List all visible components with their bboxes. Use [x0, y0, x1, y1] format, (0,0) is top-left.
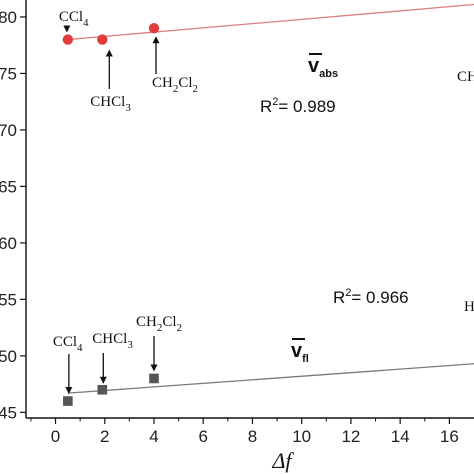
annotation-arrow-head	[150, 364, 158, 372]
x-tick-label: 12	[341, 427, 360, 446]
series-label: vfl	[291, 340, 309, 365]
solvent-label-clipped: H	[464, 299, 474, 315]
fit-lines	[67, 3, 474, 394]
x-tick-labels: 0 2 4 6 8 10 12 14 16	[51, 427, 459, 446]
y-tick-label: 50	[0, 347, 17, 366]
y-tick-label: 60	[0, 234, 17, 253]
annotation-arrow-head	[99, 376, 107, 384]
x-tick-label: 16	[440, 427, 459, 446]
y-tick-labels: 80 75 70 65 60 55 50 45	[0, 8, 17, 422]
data-point	[62, 34, 74, 45]
solvent-label: CCl4	[53, 334, 83, 354]
x-tick-label: 6	[198, 427, 207, 446]
series-label: vabs	[308, 55, 338, 80]
data-point	[97, 384, 108, 395]
y-tick-label: 65	[0, 177, 17, 196]
data-point	[97, 34, 108, 45]
series-labels: vabs R2= 0.989 vfl R2= 0.966	[260, 53, 409, 365]
y-tick-label: 55	[0, 290, 17, 309]
solvent-label-clipped: CH	[457, 69, 474, 85]
r-squared-label: R2= 0.989	[260, 96, 336, 116]
annotation-arrow-head	[65, 387, 73, 395]
y-tick-label: 45	[0, 403, 17, 422]
solvent-label: CHCl3	[92, 331, 133, 351]
solvent-label: CHCl3	[90, 94, 131, 114]
x-tick-label: 4	[149, 427, 158, 446]
fit-line	[67, 3, 474, 41]
data-points	[62, 23, 160, 406]
fit-line	[67, 363, 474, 394]
y-tick-label: 75	[0, 64, 17, 83]
annotation-arrow-head	[152, 36, 160, 44]
x-axis-label: Δf	[271, 448, 294, 473]
annotation-arrow-head	[63, 25, 71, 33]
x-tick-label: 8	[248, 427, 257, 446]
annotation-arrow-head	[105, 49, 113, 57]
x-tick-label: 14	[391, 427, 410, 446]
x-tick-label: 10	[292, 427, 311, 446]
solvent-label: CH2Cl2	[152, 75, 198, 95]
r-squared-label: R2= 0.966	[333, 287, 409, 307]
data-point	[148, 23, 160, 34]
axes	[20, 0, 474, 424]
data-point	[63, 396, 73, 406]
x-tick-label: 0	[51, 427, 60, 446]
solvent-label: CH2Cl2	[136, 314, 182, 334]
y-tick-label: 80	[0, 8, 17, 27]
solvent-label: CCl4	[59, 9, 89, 29]
data-point	[149, 373, 159, 384]
x-tick-label: 2	[100, 427, 109, 446]
y-tick-label: 70	[0, 121, 17, 140]
